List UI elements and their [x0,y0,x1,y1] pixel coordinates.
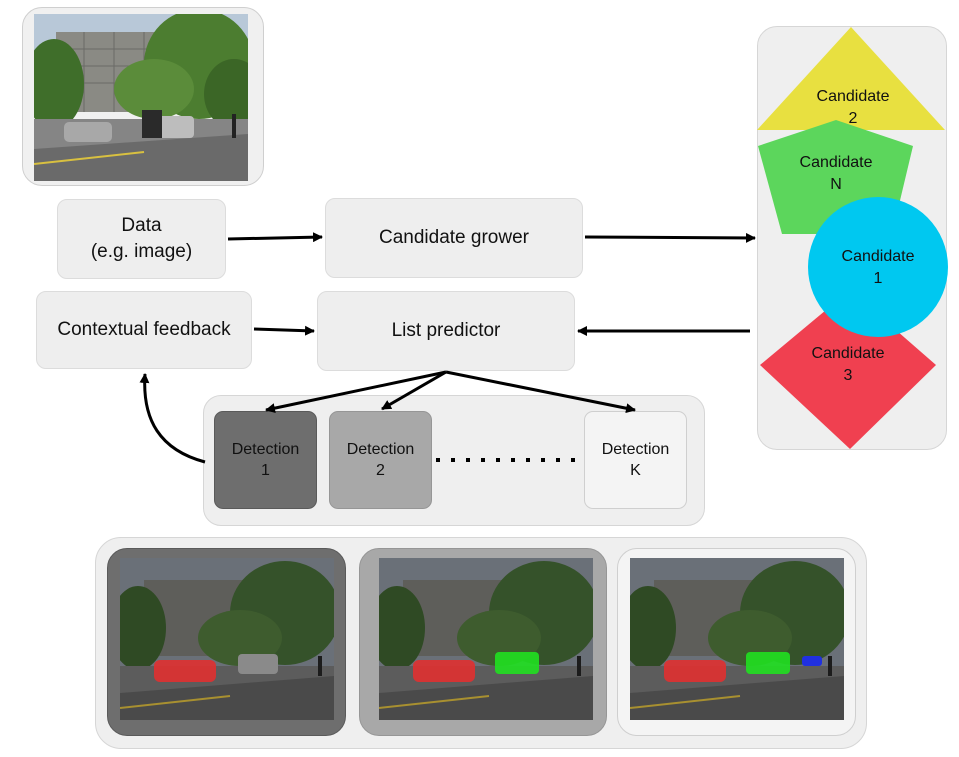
detection-2-line2: 2 [376,462,385,479]
candidate-n-label: Candidate N [776,152,896,196]
candidate-3-line2: 3 [843,367,853,384]
detection-1-box: Detection 1 [214,411,317,509]
arrow-feedback-to-predictor [253,325,315,336]
candidate-1-line2: 1 [873,270,883,287]
detection-k-box: Detection K [584,411,687,509]
arrow-data-to-grower [227,232,323,243]
input-image-frame [22,7,264,186]
data-node-line2: (e.g. image) [90,241,193,262]
input-image [34,14,248,181]
data-node: Data (e.g. image) [57,199,226,279]
candidate-grower-label: Candidate grower [379,227,529,248]
candidate-grower-node: Candidate grower [325,198,583,278]
result-3-image [630,558,844,720]
contextual-feedback-node: Contextual feedback [36,291,252,369]
detection-k-line2: K [630,462,641,479]
detection-k-line1: Detection [601,441,670,458]
detection-1-line1: Detection [231,441,300,458]
candidate-2-label: Candidate 2 [793,86,913,130]
candidate-3-line1: Candidate [811,345,885,362]
candidate-1-line1: Candidate [841,248,915,265]
detection-2-line1: Detection [346,441,415,458]
candidate-n-line2: N [830,176,842,193]
arrow-grower-to-candidates [584,232,756,243]
candidate-3-label: Candidate 3 [788,343,908,387]
result-1-image [120,558,334,720]
contextual-feedback-label: Contextual feedback [57,319,231,340]
list-predictor-label: List predictor [391,320,501,341]
candidate-1-label: Candidate 1 [818,246,938,290]
detection-1-line2: 1 [261,462,270,479]
candidate-2-line2: 2 [848,110,858,127]
detection-2-box: Detection 2 [329,411,432,509]
list-predictor-node: List predictor [317,291,575,371]
result-2-image [379,558,593,720]
arrow-detections-to-feedback [139,373,206,464]
data-node-line1: Data [121,215,162,236]
candidate-2-line1: Candidate [816,88,890,105]
candidate-n-line1: Candidate [799,154,873,171]
